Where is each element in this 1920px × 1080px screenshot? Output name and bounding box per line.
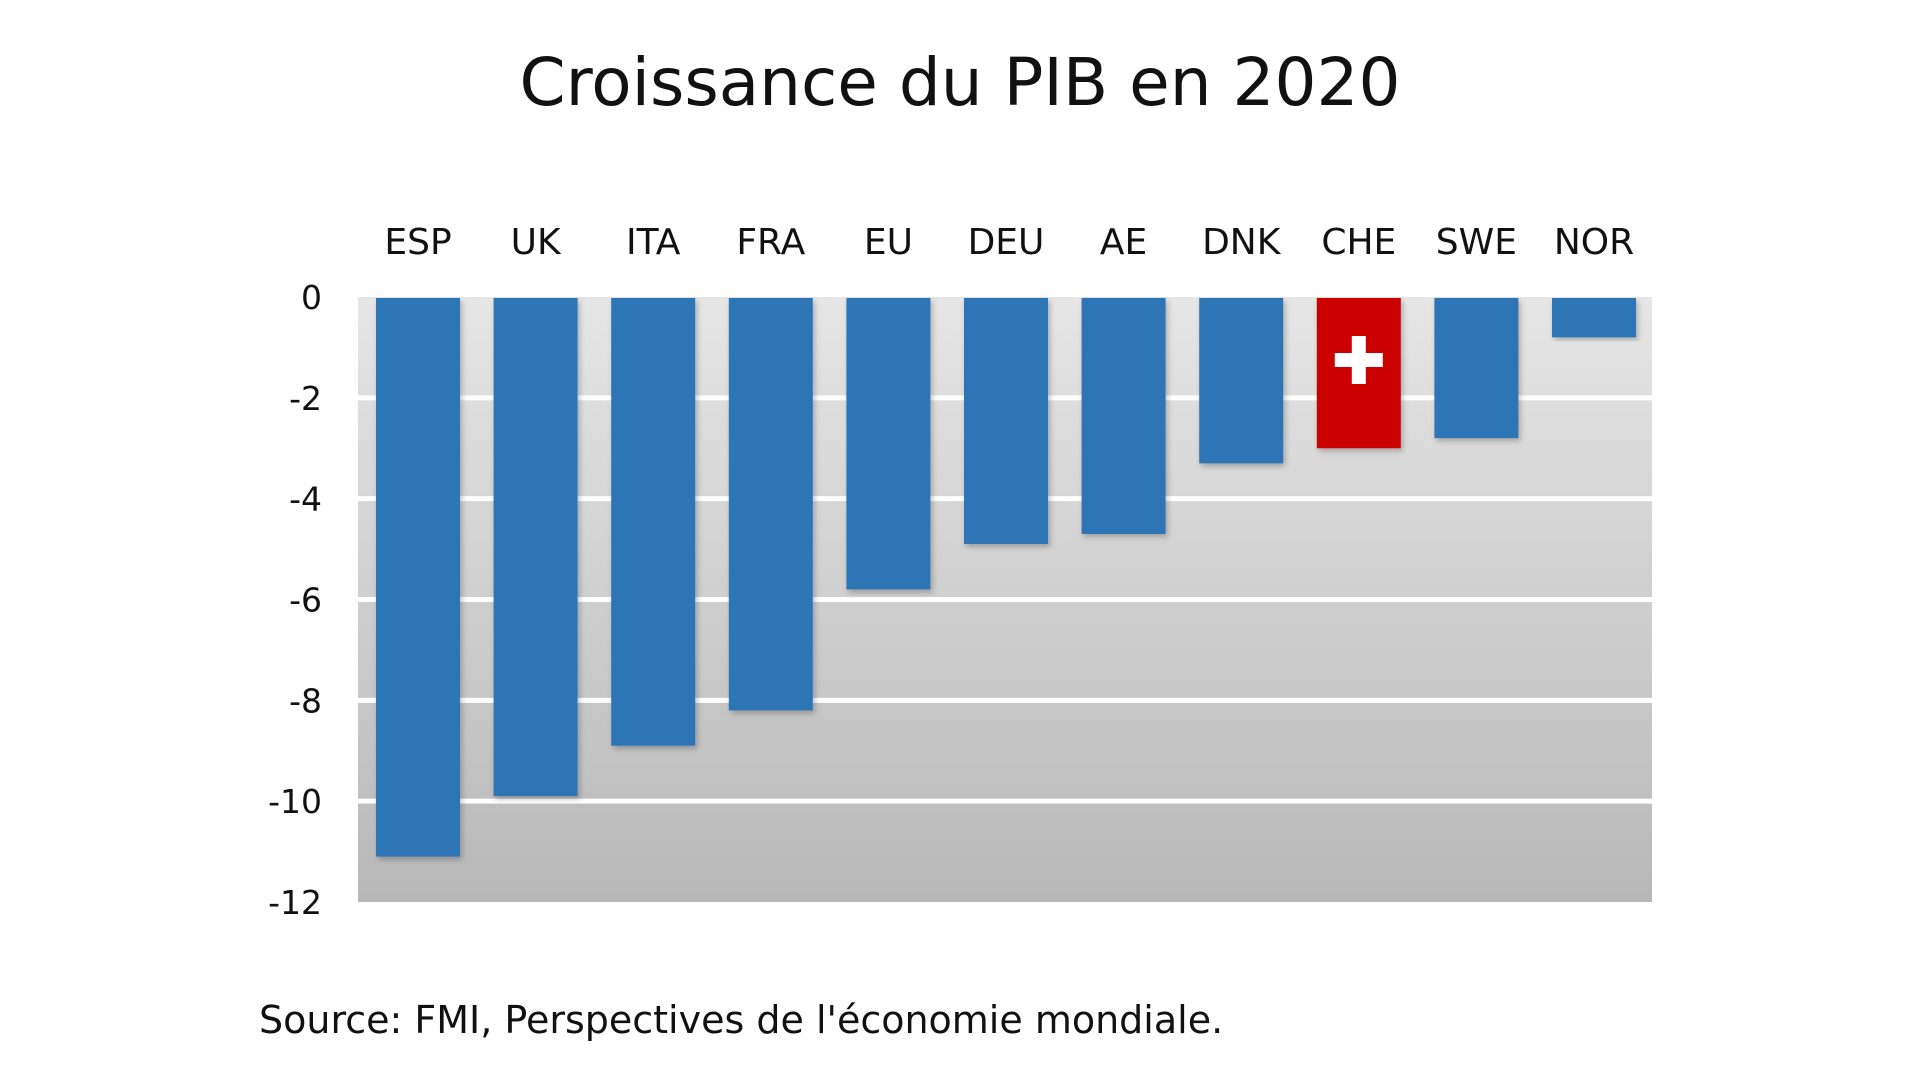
y-tick-label: -2 <box>289 379 322 418</box>
bar-deu <box>964 298 1048 545</box>
bars <box>376 298 1636 857</box>
bar-eu <box>846 298 931 590</box>
category-label: UK <box>511 222 562 263</box>
y-tick-label: -8 <box>289 681 322 720</box>
category-label: FRA <box>736 222 805 263</box>
category-label: DEU <box>968 222 1045 263</box>
category-label: CHE <box>1321 222 1396 263</box>
y-tick-label: -12 <box>268 883 322 922</box>
chart-title: Croissance du PIB en 2020 <box>519 44 1401 121</box>
source-note: Source: FMI, Perspectives de l'économie … <box>259 998 1224 1042</box>
bar-dnk <box>1199 298 1284 464</box>
y-tick-label: -4 <box>289 480 322 519</box>
category-label: ESP <box>384 222 451 263</box>
swiss-cross-icon <box>1334 336 1383 384</box>
bar-uk <box>493 298 578 797</box>
bar-swe <box>1434 298 1519 439</box>
category-label: SWE <box>1436 222 1517 263</box>
bar-ita <box>611 298 696 746</box>
bar-ae <box>1081 298 1166 534</box>
category-label: EU <box>864 222 913 263</box>
bar-nor <box>1552 298 1636 338</box>
y-tick-label: 0 <box>301 278 322 317</box>
y-tick-label: -6 <box>289 581 322 620</box>
category-label: DNK <box>1202 222 1282 263</box>
y-tick-label: -10 <box>268 782 322 821</box>
category-labels: ESP UK ITA FRA EU DEU AE DNK CHE SWE NOR <box>384 222 1634 263</box>
bar-fra <box>728 298 813 711</box>
category-label: AE <box>1100 222 1147 263</box>
category-label: ITA <box>626 222 681 263</box>
bar-esp <box>376 298 460 857</box>
category-label: NOR <box>1554 222 1634 263</box>
y-axis-ticks: 0 -2 -4 -6 -8 -10 -12 <box>268 278 322 922</box>
